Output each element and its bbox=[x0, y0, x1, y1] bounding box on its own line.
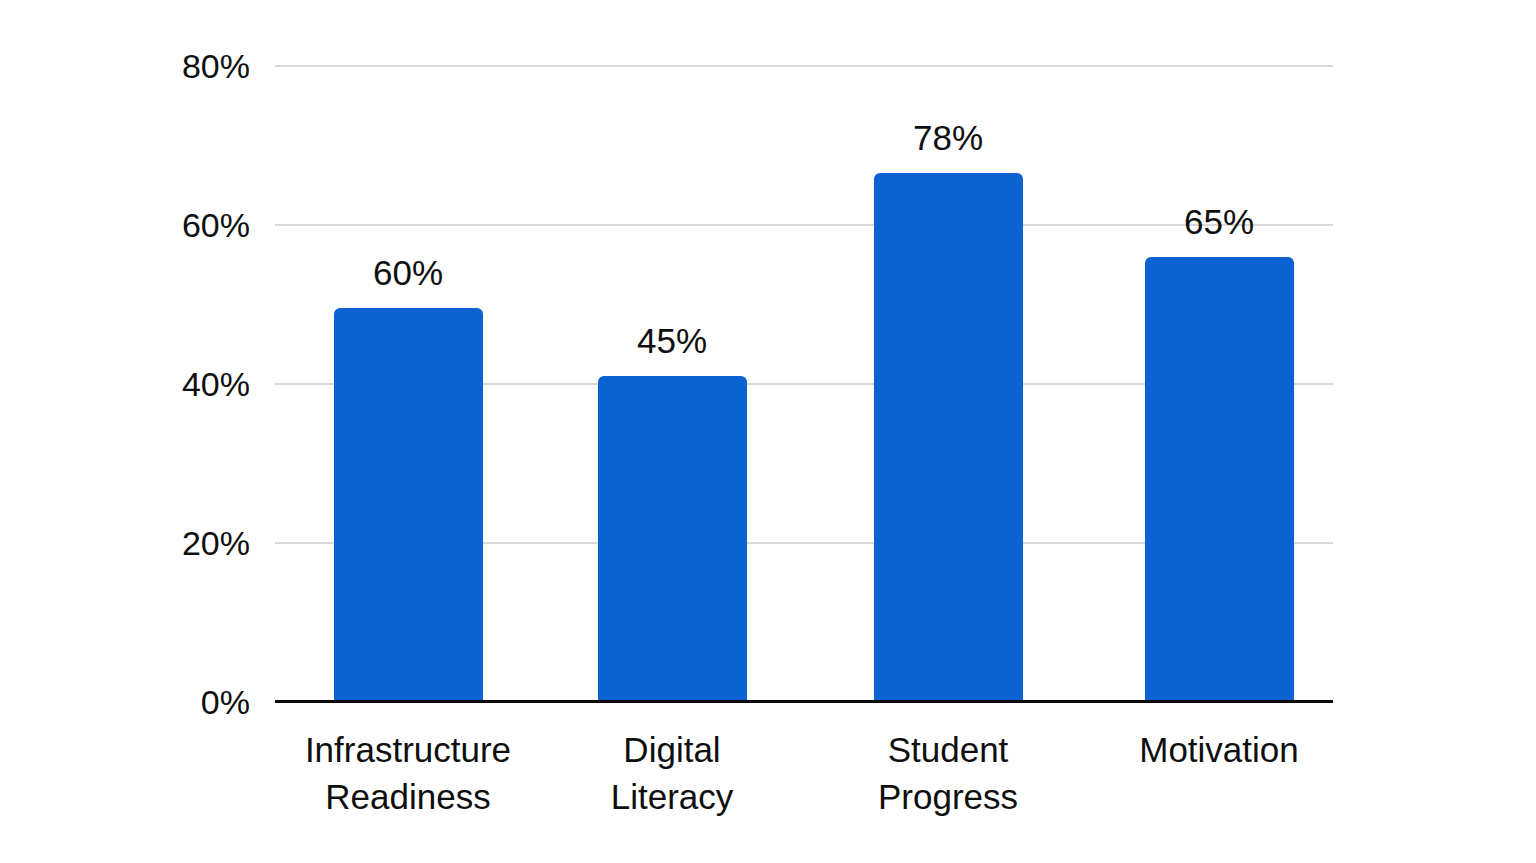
bar-value-label: 60% bbox=[308, 254, 508, 293]
bar-value-label: 78% bbox=[848, 119, 1048, 158]
gridline-80 bbox=[275, 65, 1333, 67]
y-axis-tick-labels: 0%20%40%60%80% bbox=[0, 66, 250, 702]
x-category-label-4: Motivation bbox=[1049, 726, 1389, 773]
y-tick-label-20: 20% bbox=[0, 526, 250, 560]
y-tick-label-60: 60% bbox=[0, 208, 250, 242]
chart-plot-area: 60% 45% 78% 65% bbox=[275, 66, 1333, 702]
bar-infrastructure-readiness[interactable] bbox=[334, 308, 483, 702]
y-tick-label-0: 0% bbox=[0, 685, 250, 719]
bar-motivation[interactable] bbox=[1145, 257, 1294, 702]
bar-chart: 0%20%40%60%80% 60%45%78%65% Infrastructu… bbox=[0, 0, 1536, 863]
bar-value-label: 45% bbox=[572, 322, 772, 361]
x-axis-line bbox=[275, 700, 1333, 703]
y-tick-label-40: 40% bbox=[0, 367, 250, 401]
bar-value-label: 65% bbox=[1119, 203, 1319, 242]
bar-digital-literacy[interactable] bbox=[598, 376, 747, 702]
bar-student-progress[interactable] bbox=[874, 173, 1023, 702]
y-tick-label-80: 80% bbox=[0, 49, 250, 83]
